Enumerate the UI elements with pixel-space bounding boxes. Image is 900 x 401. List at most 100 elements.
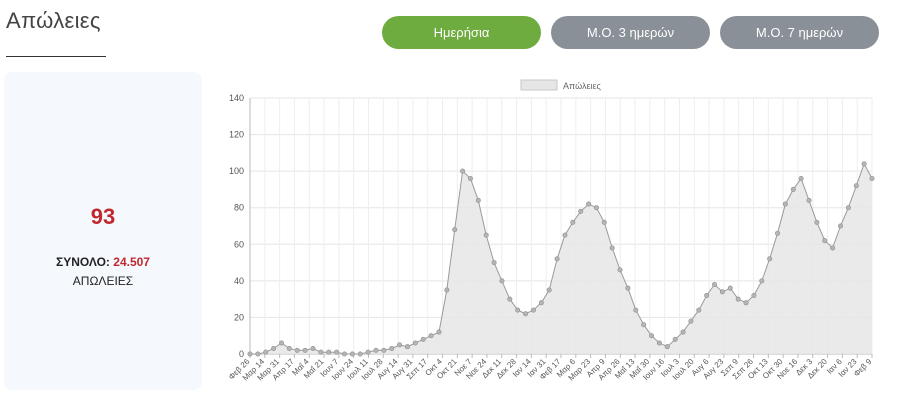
data-point — [672, 336, 678, 342]
data-point — [546, 287, 552, 293]
data-point — [326, 349, 332, 355]
data-point — [641, 322, 647, 328]
data-point — [263, 349, 269, 355]
data-point — [743, 300, 749, 306]
data-point — [341, 351, 347, 357]
data-point — [719, 289, 725, 295]
data-point — [680, 329, 686, 335]
data-point — [318, 349, 324, 355]
data-point — [578, 208, 584, 214]
data-point — [286, 346, 292, 352]
data-point — [562, 232, 568, 238]
data-point — [404, 344, 410, 350]
data-point — [499, 278, 505, 284]
data-point — [798, 175, 804, 181]
data-point — [617, 267, 623, 273]
latest-deaths-value: 93 — [90, 204, 116, 229]
data-point — [278, 340, 284, 346]
data-point — [397, 342, 403, 348]
data-point — [767, 256, 773, 262]
data-point — [389, 346, 395, 352]
data-point — [412, 340, 418, 346]
daily-button[interactable]: Ημερήσια — [382, 16, 541, 49]
data-point — [830, 245, 836, 251]
data-point — [373, 347, 379, 353]
seven-day-average-button[interactable]: Μ.Ο. 7 ημερών — [720, 16, 879, 49]
data-point — [483, 232, 489, 238]
data-point — [861, 161, 867, 167]
data-point — [523, 311, 529, 317]
summary-label: ΑΠΩΛΕΙΕΣ — [72, 274, 134, 288]
data-point — [294, 347, 300, 353]
data-point — [271, 346, 277, 352]
data-point — [554, 256, 560, 262]
data-point — [712, 282, 718, 288]
data-point — [790, 186, 796, 192]
data-point — [759, 278, 765, 284]
data-point — [436, 329, 442, 335]
data-point — [586, 201, 592, 207]
page-title: Απώλειες — [6, 8, 101, 33]
data-point — [255, 351, 261, 357]
data-point — [460, 168, 466, 174]
data-point — [310, 346, 316, 352]
data-point — [507, 296, 513, 302]
y-tick-label: 40 — [234, 276, 244, 286]
data-point — [538, 300, 544, 306]
title-underline — [6, 56, 106, 57]
legend-swatch — [520, 79, 558, 91]
x-tick-label: Φεβ 9 — [852, 357, 874, 379]
data-point — [775, 230, 781, 236]
data-point — [664, 344, 670, 350]
data-point — [696, 307, 702, 313]
data-point — [814, 219, 820, 225]
total-line: ΣΥΝΟΛΟ: 24.507 — [4, 255, 202, 269]
data-point — [381, 347, 387, 353]
data-point — [420, 336, 426, 342]
data-point — [530, 307, 536, 313]
data-point — [704, 292, 710, 298]
data-point — [656, 340, 662, 346]
data-point — [428, 333, 434, 339]
summary-card: 93 ΣΥΝΟΛΟ: 24.507 ΑΠΩΛΕΙΕΣ — [4, 72, 202, 390]
series-area — [250, 163, 872, 354]
data-point — [727, 285, 733, 291]
data-point — [853, 183, 859, 189]
data-point — [475, 197, 481, 203]
data-point — [806, 197, 812, 203]
data-point — [782, 201, 788, 207]
data-point — [593, 205, 599, 211]
y-tick-label: 100 — [229, 166, 244, 176]
data-point — [467, 175, 473, 181]
three-day-average-button[interactable]: Μ.Ο. 3 ημερών — [551, 16, 710, 49]
data-point — [845, 205, 851, 211]
data-point — [357, 351, 363, 357]
data-point — [609, 245, 615, 251]
data-point — [570, 219, 576, 225]
total-value: 24.507 — [113, 255, 150, 269]
y-tick-label: 80 — [234, 203, 244, 213]
data-point — [688, 318, 694, 324]
y-tick-label: 60 — [234, 239, 244, 249]
data-point — [349, 351, 355, 357]
data-point — [625, 285, 631, 291]
data-point — [751, 292, 757, 298]
data-point — [365, 349, 371, 355]
legend-label: Απώλειες — [563, 81, 601, 91]
data-point — [247, 351, 253, 357]
data-point — [452, 227, 458, 233]
data-point — [334, 349, 340, 355]
data-point — [735, 296, 741, 302]
data-point — [302, 347, 308, 353]
y-tick-label: 20 — [234, 312, 244, 322]
data-point — [822, 238, 828, 244]
data-point — [491, 260, 497, 266]
deaths-chart: Απώλειες 0 20 40 60 80 100 120 140 Φεβ 26 Μαρ 14 Μα… — [205, 72, 900, 401]
y-tick-label: 140 — [229, 93, 244, 103]
data-point — [633, 307, 639, 313]
data-point — [869, 175, 875, 181]
data-point — [838, 223, 844, 229]
data-point — [444, 287, 450, 293]
data-point — [515, 307, 521, 313]
